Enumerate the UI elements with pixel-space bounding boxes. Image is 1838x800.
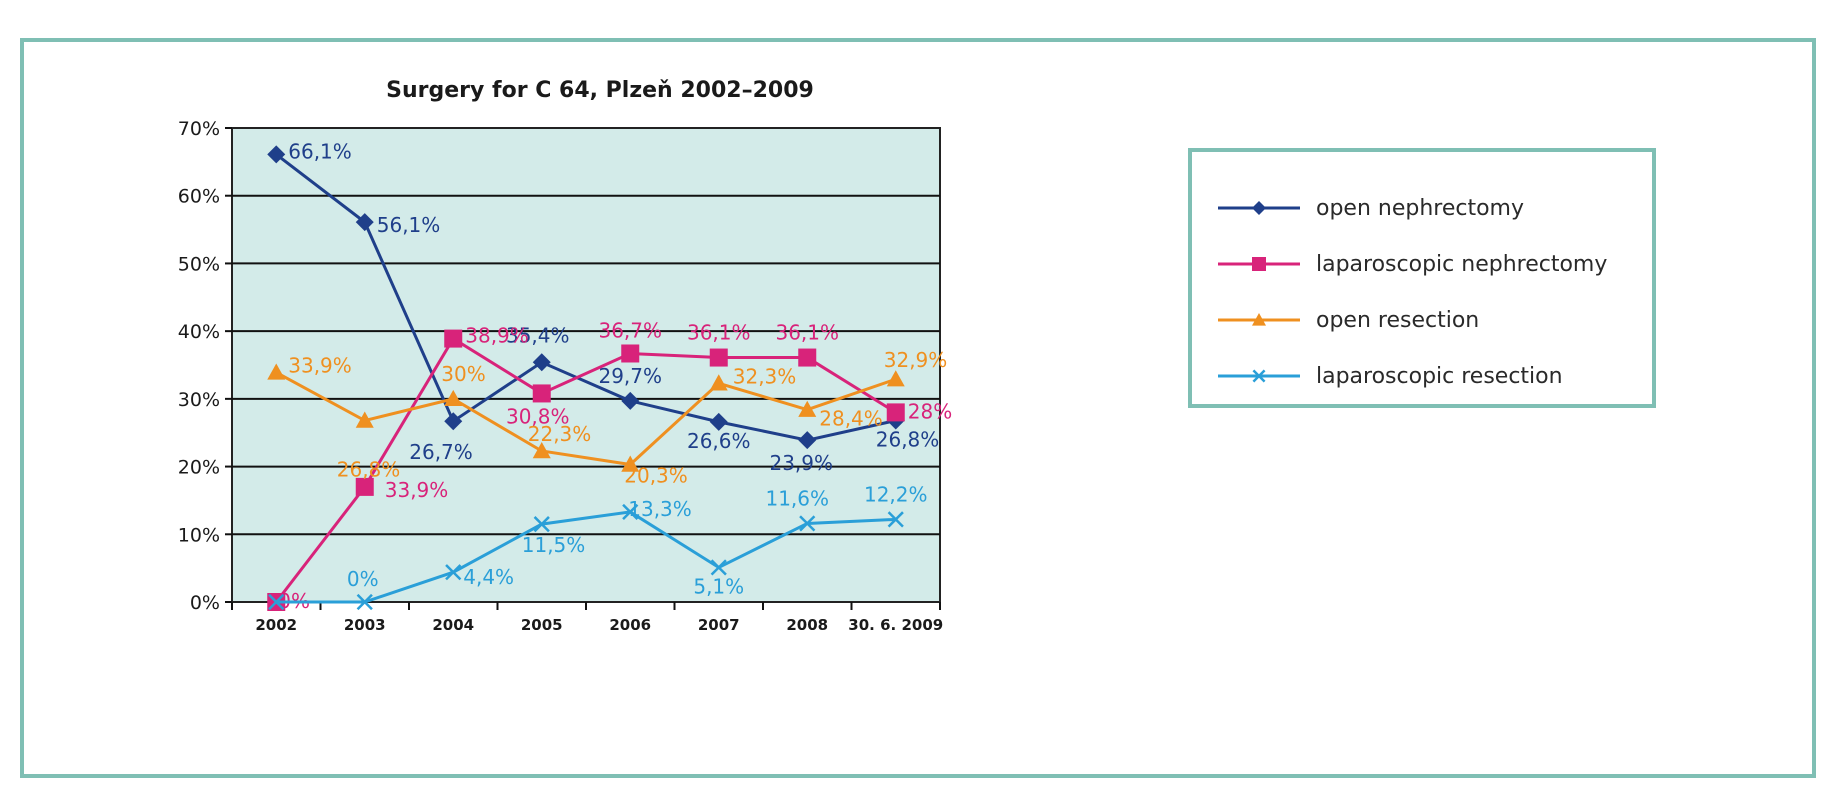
data-point-square xyxy=(621,344,640,363)
data-label: 12,2% xyxy=(864,482,928,506)
legend-label: open resection xyxy=(1316,307,1480,333)
data-point-triangle xyxy=(1252,313,1266,326)
legend-item-laparoscopic-resection: laparoscopic resection xyxy=(1214,356,1563,396)
data-label: 28,4% xyxy=(819,407,883,431)
y-tick-label: 60% xyxy=(178,186,220,208)
data-label: 30% xyxy=(441,362,485,386)
data-point-diamond xyxy=(532,353,551,372)
data-point-square xyxy=(444,329,463,348)
data-point-triangle xyxy=(267,363,286,380)
data-label: 26,8% xyxy=(337,458,401,482)
x-tick-label: 2005 xyxy=(521,616,563,634)
data-label: 11,5% xyxy=(522,533,586,557)
x-tick-label: 2004 xyxy=(432,616,474,634)
data-point-diamond xyxy=(709,412,728,431)
data-point-square xyxy=(1252,257,1266,271)
data-point-x xyxy=(445,564,462,581)
legend-label: laparoscopic nephrectomy xyxy=(1316,251,1608,277)
legend-marker-diamond xyxy=(1218,201,1300,215)
legend-item-laparoscopic-nephrectomy: laparoscopic nephrectomy xyxy=(1214,244,1607,284)
data-point-square xyxy=(709,348,728,367)
data-point-diamond xyxy=(355,213,374,232)
data-label: 26,6% xyxy=(687,429,751,453)
data-point-square xyxy=(532,384,551,403)
legend-item-open-nephrectomy: open nephrectomy xyxy=(1214,188,1524,228)
data-point-x xyxy=(622,503,639,521)
data-label: 22,3% xyxy=(528,422,592,446)
legend-label: open nephrectomy xyxy=(1316,195,1525,221)
y-tick-label: 30% xyxy=(178,389,220,411)
y-tick-label: 10% xyxy=(178,524,220,546)
data-label: 36,1% xyxy=(775,321,839,345)
data-label: 0% xyxy=(347,567,379,591)
data-point-square xyxy=(355,477,374,496)
data-label: 33,9% xyxy=(288,353,352,377)
data-point-triangle xyxy=(444,389,463,407)
data-label: 4,4% xyxy=(463,565,514,589)
data-point-diamond xyxy=(798,431,817,450)
data-point-diamond xyxy=(1252,201,1266,215)
data-label: 5,1% xyxy=(693,574,744,598)
chart-legend: open nephrectomy laparoscopic nephrectom… xyxy=(1188,148,1656,408)
legend-label: laparoscopic resection xyxy=(1316,363,1563,389)
data-point-triangle xyxy=(532,441,551,459)
data-point-square xyxy=(798,348,817,367)
data-label: 30,8% xyxy=(506,404,570,428)
series-line xyxy=(276,510,896,604)
x-tick-label: 2006 xyxy=(609,616,651,634)
x-tick-label: 2007 xyxy=(698,616,740,634)
legend-marker-square xyxy=(1218,257,1300,271)
data-label: 11,6% xyxy=(765,486,829,510)
y-tick-label: 40% xyxy=(178,321,220,343)
data-label: 13,3% xyxy=(628,497,692,521)
data-label: 36,1% xyxy=(687,321,751,345)
data-point-triangle xyxy=(886,370,905,387)
data-point-x xyxy=(356,593,373,611)
y-tick-label: 50% xyxy=(178,253,220,275)
y-tick-label: 0% xyxy=(190,592,220,614)
data-label: 38,9% xyxy=(465,324,529,348)
x-tick-label: 30. 6. 2009 xyxy=(848,616,943,634)
legend-marker-x xyxy=(1218,369,1300,383)
data-point-x xyxy=(533,516,550,533)
chart-title: Surgery for C 64, Plzeň 2002–2009 xyxy=(386,78,814,103)
data-point-x xyxy=(268,593,285,611)
data-point-triangle xyxy=(709,374,728,391)
y-tick-label: 20% xyxy=(178,457,220,479)
series-line xyxy=(275,336,897,603)
data-label: 23,9% xyxy=(769,451,833,475)
x-tick-label: 2008 xyxy=(786,616,828,634)
legend-item-open-resection: open resection xyxy=(1214,300,1479,340)
series-line xyxy=(275,153,897,442)
data-label: 36,7% xyxy=(598,318,662,342)
data-point-triangle xyxy=(798,400,817,417)
y-tick-label: 70% xyxy=(178,118,220,140)
data-point-triangle xyxy=(621,455,640,472)
data-label: 32,3% xyxy=(733,364,797,388)
data-point-square xyxy=(886,403,905,422)
legend-marker-triangle xyxy=(1218,313,1300,326)
data-point-x xyxy=(887,511,904,528)
data-label: 56,1% xyxy=(377,213,441,237)
data-point-triangle xyxy=(355,411,374,428)
data-label: 26,8% xyxy=(876,428,940,452)
data-point-x xyxy=(710,559,727,576)
data-point-diamond xyxy=(621,391,640,410)
x-tick-label: 2002 xyxy=(255,616,297,634)
data-label: 32,9% xyxy=(884,348,948,372)
data-point-diamond xyxy=(444,412,463,431)
data-label: 20,3% xyxy=(624,464,688,488)
data-label: 66,1% xyxy=(288,139,352,163)
data-label: 26,7% xyxy=(409,440,473,464)
data-label: 29,7% xyxy=(598,364,662,388)
data-point-x xyxy=(1252,369,1266,383)
data-point-x xyxy=(799,515,816,532)
x-tick-label: 2003 xyxy=(344,616,386,634)
data-point-diamond xyxy=(267,145,286,164)
series-line xyxy=(275,371,897,467)
data-label: 28% xyxy=(908,399,952,423)
data-label: 33,9% xyxy=(385,478,449,502)
data-label: 35,4% xyxy=(506,323,570,347)
